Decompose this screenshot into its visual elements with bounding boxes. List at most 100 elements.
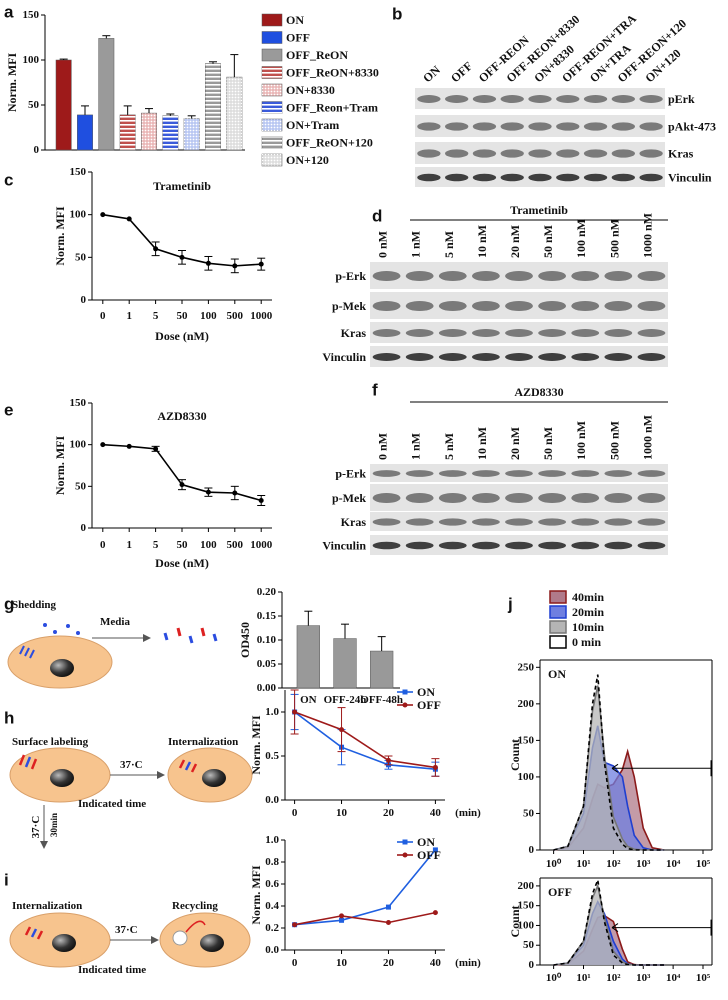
gate [611,923,619,929]
blot-band [417,173,441,182]
x-tick-label: 10⁴ [666,972,681,984]
row-label: pErk [668,92,695,106]
marker [292,922,298,928]
blot-band [372,492,401,504]
y-tick-label: 0.4 [265,900,279,912]
x-tick-label: 0 [100,310,106,322]
marker [205,260,211,266]
histogram [553,674,665,851]
legend-label: 10min [572,620,604,634]
blot-band [528,173,552,182]
marker [385,904,391,910]
diagram-text: Shedding [12,599,57,611]
x-tick-label: 1 [126,539,132,551]
blot-band [471,270,500,282]
marker [126,216,132,222]
lane-label: 0 nM [376,433,390,460]
legend-swatch-pattern [262,154,282,166]
x-tick-label: 100 [200,539,217,551]
y-tick-label: 0.5 [265,750,279,762]
x-tick-label: 10⁴ [666,858,681,870]
blot-band [471,353,500,361]
legend-label: OFF_ReON+8330 [286,66,379,80]
legend-swatch [261,48,283,62]
x-axis-label: Dose (nM) [155,329,209,343]
bar [333,638,357,689]
diagram-text: Surface labeling [12,736,89,748]
chart-title: ON [548,667,566,681]
legend-label: 20min [572,605,604,619]
blot-band [571,541,600,550]
y-tick-label: 100 [23,54,40,66]
panel-label: a [4,3,14,22]
lane-label: ON [420,63,443,86]
y-tick-label: 0 [34,144,40,156]
legend-label: OFF [417,848,441,862]
blot-band [471,541,500,550]
blot-band [505,541,533,550]
blot-band [445,95,469,103]
blot-band [538,492,567,504]
line [294,711,436,770]
legend-label: ON+120 [286,153,329,167]
x-tick-label: 10² [606,858,621,870]
blot-band [571,353,600,361]
bar [55,59,72,151]
x-tick-label: 10⁰ [546,858,562,870]
blot-band [471,329,500,337]
blot-band [372,518,401,526]
blot-band [471,300,500,312]
blot-band [637,541,666,550]
x-tick-label: 40 [430,807,442,819]
legend-label: 0 min [572,635,601,649]
y-tick-label: 0 [529,959,535,971]
blot-band [538,300,567,312]
blot-band [556,149,580,158]
blot-band [405,353,434,361]
legend-swatch [549,635,567,649]
y-axis-label: Norm. MFI [53,206,67,266]
y-tick-label: 0.0 [265,794,279,806]
marker [126,443,132,449]
blot-band [571,470,600,477]
blot-band [611,173,635,182]
marker [232,490,238,496]
x-tick-label: 1000 [250,310,273,322]
blot-band [639,122,663,131]
legend-marker [402,689,408,695]
x-tick-label: 100 [200,310,217,322]
y-tick-label: 50 [75,251,87,263]
blot-band [611,122,635,131]
blot-band [405,270,434,282]
panel-label: g [4,595,14,614]
gate [611,763,619,769]
blot-band [604,353,633,361]
marker [385,757,391,763]
x-tick-label: 20 [383,807,395,819]
diagram-text: 37·C [30,816,42,839]
blot-band [505,270,533,282]
x-tick-label: 10⁵ [696,858,711,870]
blot-band [571,329,600,337]
y-axis-label: Norm. MFI [5,53,19,113]
blot-band [372,300,401,312]
y-tick-label: 0 [529,844,535,856]
blot-band [556,122,580,131]
blot-band [604,492,633,504]
x-tick-label: 10¹ [576,972,590,984]
y-axis-label: Count [508,739,522,771]
x-tick-label: 40 [430,957,442,969]
legend-swatch [549,620,567,634]
blot-band [538,329,567,337]
diagram-text: Recycling [172,900,218,912]
y-axis-label: OD450 [238,622,252,658]
x-tick-label: 50 [177,539,189,551]
marker [205,489,211,495]
y-axis-label: Norm. MFI [53,436,67,496]
line [294,849,437,926]
legend-label: OFF_ReON+120 [286,136,373,150]
lane-label: 1 nM [409,231,423,258]
x-tick-label: ON [300,694,317,706]
row-label: Vinculin [322,539,366,553]
legend-label: ON [286,13,304,27]
